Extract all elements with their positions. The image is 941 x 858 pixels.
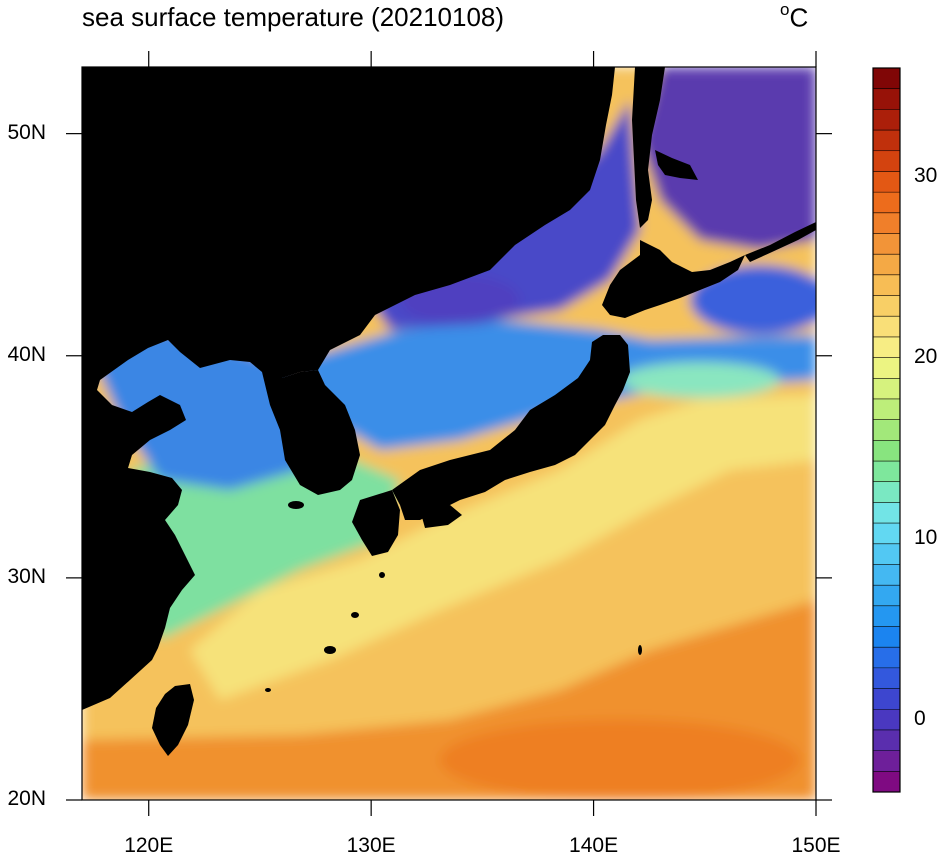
sst-patch-front: [620, 362, 780, 398]
colorbar-tick-label: 10: [914, 525, 938, 549]
land-sakhalin: [632, 67, 665, 228]
map-tick-marks: [66, 51, 832, 816]
colorbar-swatch: [873, 150, 900, 172]
land-sakhalin-south: [655, 150, 698, 180]
land-sakishima: [265, 688, 271, 692]
colorbar-swatch: [873, 233, 900, 255]
unit-label: oC: [780, 0, 809, 34]
unit-celsius: C: [789, 2, 809, 33]
land-korea: [262, 370, 360, 495]
colorbar-swatch: [873, 336, 900, 359]
colorbar-swatch: [873, 88, 900, 110]
land-okinawa: [324, 646, 336, 654]
lat-tick-label: 50N: [7, 120, 46, 144]
colorbar-swatch: [873, 585, 900, 607]
colorbar-swatch: [873, 543, 900, 565]
land-kurils: [745, 222, 816, 262]
lon-tick-label: 150E: [791, 834, 841, 857]
sst-patch-east: [690, 265, 816, 335]
colorbar-swatch: [873, 295, 900, 317]
colorbar-frame: [872, 67, 901, 793]
colorbar-swatch: [873, 398, 900, 421]
sst-patch-warm: [440, 720, 800, 800]
lat-tick-label: 20N: [7, 787, 46, 810]
colorbar-swatch: [873, 109, 900, 131]
colorbar-swatch: [873, 254, 900, 276]
colorbar-tick-label: 20: [914, 344, 938, 368]
colorbar-swatch: [873, 171, 900, 193]
colorbar-swatch: [873, 667, 900, 690]
colorbar-swatch: [873, 523, 900, 545]
colorbar-swatch: [873, 709, 900, 731]
lon-tick-label: 120E: [124, 834, 174, 857]
land-ogasawara: [638, 645, 642, 655]
colorbar-swatch: [873, 378, 900, 400]
colorbar-swatch: [873, 564, 900, 586]
lon-tick-label: 140E: [569, 834, 619, 857]
colorbar-swatch: [873, 357, 900, 379]
land-kyushu: [352, 490, 400, 556]
land-honshu: [392, 335, 630, 520]
colorbar-swatch: [873, 274, 900, 297]
lat-tick-label: 30N: [7, 564, 46, 588]
colorbar-swatch: [873, 771, 900, 793]
colorbar-swatch: [873, 688, 900, 710]
colorbar-swatch: [873, 130, 900, 152]
colorbar: [873, 68, 900, 793]
region-japan-sea-south: [300, 320, 816, 450]
colorbar-swatch: [873, 461, 900, 483]
map-area: [82, 67, 816, 800]
colorbar-swatch: [873, 68, 900, 90]
colorbar-swatch: [873, 481, 900, 503]
land-amami: [351, 612, 359, 618]
colorbar-swatch: [873, 729, 900, 752]
colorbar-swatch: [873, 440, 900, 462]
region-kuroshio: [190, 395, 816, 700]
lat-tick-label: 40N: [7, 342, 46, 366]
colorbar-tick-label: 0: [914, 706, 926, 730]
colorbar-swatch: [873, 419, 900, 441]
chart-title: sea surface temperature (20210108): [82, 2, 505, 32]
land-shikoku: [420, 505, 462, 528]
unit-degree: o: [780, 0, 790, 19]
region-okhotsk-sea: [640, 67, 816, 250]
lon-tick-label: 130E: [346, 834, 396, 857]
colorbar-swatch: [873, 647, 900, 669]
land-hokkaido: [602, 240, 745, 318]
colorbar-swatch: [873, 316, 900, 338]
land-taiwan: [152, 684, 194, 756]
colorbar-swatch: [873, 605, 900, 628]
colorbar-tick-label: 30: [914, 163, 938, 187]
colorbar-swatch: [873, 212, 900, 234]
land: [82, 67, 816, 756]
map-frame: [81, 66, 817, 801]
colorbar-swatch: [873, 626, 900, 648]
colorbar-swatch: [873, 192, 900, 214]
colorbar-swatch: [873, 502, 900, 524]
colorbar-swatch: [873, 750, 900, 772]
land-jeju: [288, 501, 304, 509]
land-asia-mainland: [82, 67, 615, 710]
land-tanegashima: [379, 572, 385, 578]
